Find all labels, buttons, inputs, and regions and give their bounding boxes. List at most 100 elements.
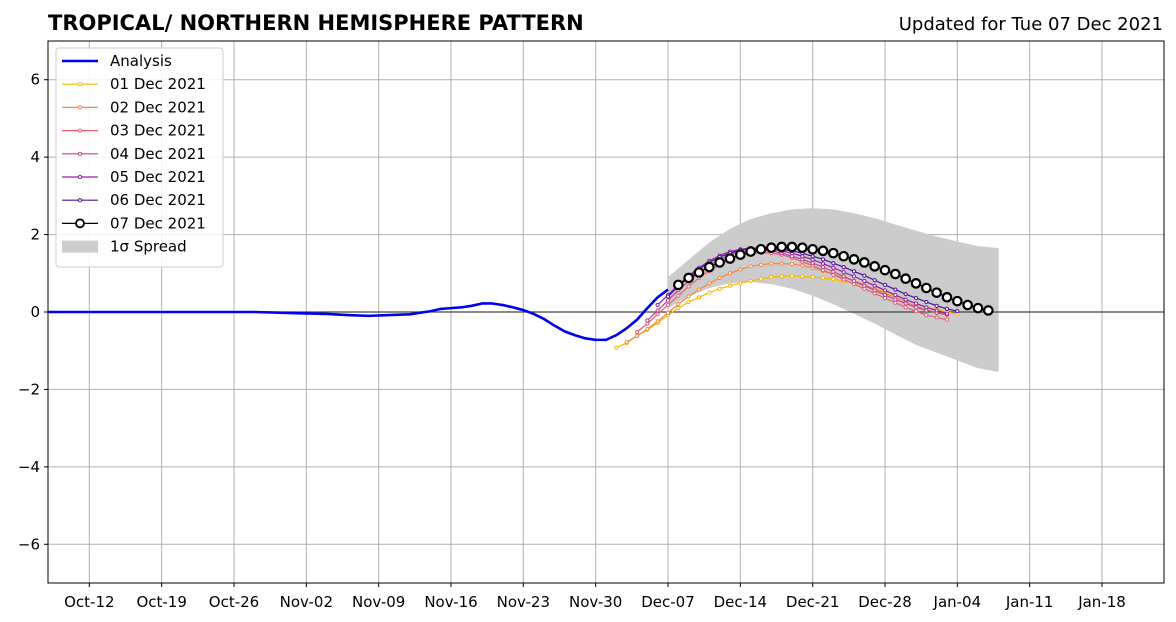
series-point xyxy=(676,293,681,298)
series-point xyxy=(727,283,733,288)
legend-entry: 05 Dec 2021 xyxy=(62,168,206,186)
series-point xyxy=(931,287,942,298)
series-point xyxy=(820,264,826,270)
series-point xyxy=(645,326,650,332)
x-tick-label: Nov-16 xyxy=(424,593,477,611)
x-tick-label: Nov-02 xyxy=(280,593,333,611)
x-tick-label: Nov-23 xyxy=(497,593,550,611)
series-point xyxy=(924,312,929,318)
series-point xyxy=(748,264,753,269)
legend: Analysis 01 Dec 2021 02 Dec 2021 03 Dec 202… xyxy=(55,47,224,268)
series-point xyxy=(869,261,880,272)
series-point xyxy=(862,283,867,288)
legend-label: Analysis xyxy=(110,52,172,70)
legend-entry: 01 Dec 2021 xyxy=(62,75,206,93)
series-point xyxy=(859,257,870,268)
series-point xyxy=(714,257,725,268)
series-point xyxy=(862,273,867,278)
series-point xyxy=(913,295,919,301)
series-point xyxy=(903,305,908,310)
series-point xyxy=(955,309,960,314)
analysis-series-layer xyxy=(48,288,669,342)
series-point xyxy=(934,315,939,320)
series-point xyxy=(686,284,691,289)
legend-label: 03 Dec 2021 xyxy=(110,122,206,140)
legend-marker xyxy=(77,105,83,110)
x-tick-label: Dec-07 xyxy=(641,593,695,611)
y-tick-label: −2 xyxy=(18,380,40,398)
series-point xyxy=(769,261,774,266)
x-tick-label: Dec-21 xyxy=(786,593,840,611)
series-point xyxy=(665,294,671,299)
series-point xyxy=(893,287,898,292)
series-point xyxy=(655,319,660,324)
series-point xyxy=(810,261,815,266)
legend-entry: 02 Dec 2021 xyxy=(62,98,206,116)
series-point xyxy=(655,308,660,313)
series-point xyxy=(820,261,826,266)
series-point xyxy=(673,279,684,291)
series-point xyxy=(944,306,950,312)
x-tick-label: Dec-14 xyxy=(714,593,768,611)
series-point xyxy=(831,261,836,266)
series-point xyxy=(696,287,702,292)
series-point xyxy=(655,312,660,317)
series-point xyxy=(851,269,857,274)
series-point xyxy=(890,268,901,280)
y-tick-label: −6 xyxy=(18,535,40,553)
legend-label: 1σ Spread xyxy=(110,238,187,256)
legend-entry: 04 Dec 2021 xyxy=(62,145,206,163)
series-point xyxy=(693,267,705,278)
series-point xyxy=(893,292,898,298)
x-tick-label: Nov-30 xyxy=(569,593,622,611)
x-tick-label: Nov-09 xyxy=(352,593,405,611)
series-point xyxy=(779,261,784,266)
legend-marker xyxy=(75,218,85,229)
x-tick-label: Jan-18 xyxy=(1077,593,1126,611)
chart-title: TROPICAL/ NORTHERN HEMISPHERE PATTERN xyxy=(48,11,584,35)
series-point xyxy=(851,274,857,279)
x-tick-label: Oct-19 xyxy=(136,593,186,611)
series-point xyxy=(851,278,857,284)
series-point xyxy=(820,257,826,262)
analysis-line xyxy=(48,288,669,342)
y-tick-label: 2 xyxy=(30,226,40,244)
series-point xyxy=(903,301,908,306)
series-point xyxy=(645,318,650,323)
series-point xyxy=(893,297,898,302)
legend-marker xyxy=(77,174,83,180)
legend-entry: 07 Dec 2021 xyxy=(62,214,206,232)
series-point xyxy=(676,302,681,307)
series-point xyxy=(900,273,911,285)
series-point xyxy=(655,302,660,308)
series-point xyxy=(786,241,798,253)
legend-entry: 1σ Spread xyxy=(62,238,187,256)
series-point xyxy=(879,264,891,276)
legend-entry: 03 Dec 2021 xyxy=(62,122,206,140)
series-point xyxy=(779,274,784,279)
legend-entry: Analysis xyxy=(62,52,172,70)
series-point xyxy=(882,288,888,293)
series-point xyxy=(952,295,963,307)
series-point xyxy=(831,269,836,274)
legend-entry: 06 Dec 2021 xyxy=(62,191,206,209)
forecast-series xyxy=(673,241,994,316)
series-point xyxy=(776,241,787,253)
y-tick-label: 0 xyxy=(30,303,40,321)
series-point xyxy=(758,262,764,267)
series-point xyxy=(872,283,877,288)
series-point xyxy=(903,292,908,297)
series-point xyxy=(972,302,984,314)
series-point xyxy=(789,261,795,267)
series-point xyxy=(766,242,777,254)
series-point xyxy=(903,297,908,302)
chart-updated-date: Updated for Tue 07 Dec 2021 xyxy=(899,14,1163,35)
series-point xyxy=(924,299,929,305)
y-tick-label: 4 xyxy=(30,148,40,166)
forecast-series-layer xyxy=(614,241,994,350)
series-point xyxy=(707,290,712,295)
series-point xyxy=(665,310,671,315)
series-point xyxy=(807,243,818,255)
x-tick-label: Oct-26 xyxy=(209,593,259,611)
